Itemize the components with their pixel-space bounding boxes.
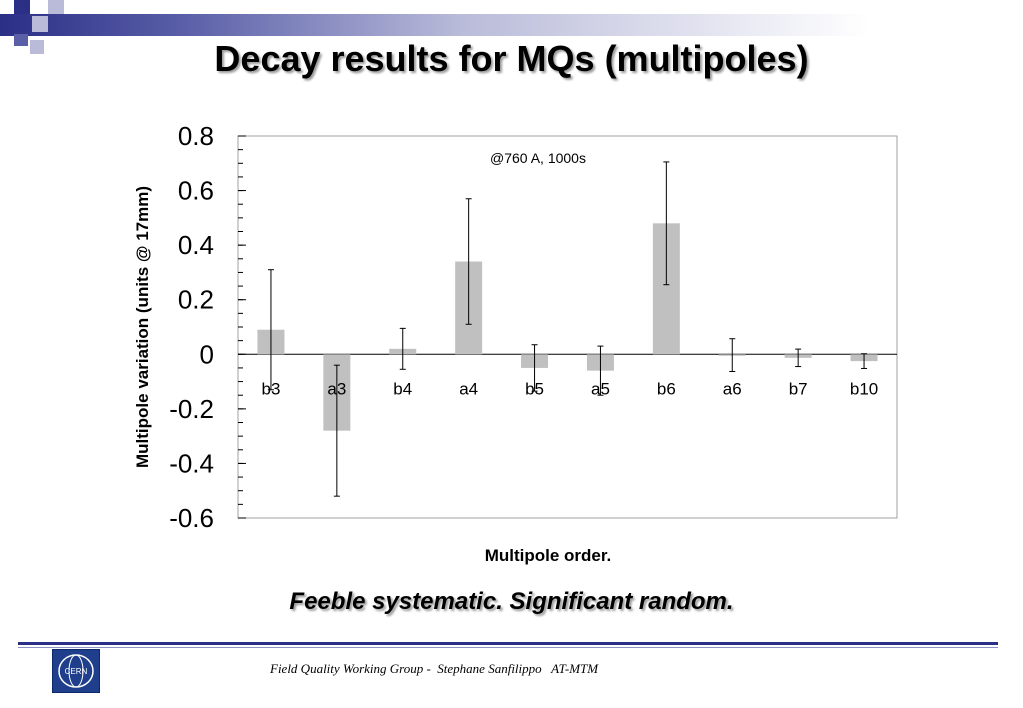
y-axis-label: Multipole variation (units @ 17mm) (133, 186, 152, 468)
logo-square-1 (14, 0, 30, 14)
logo-square-5 (14, 34, 28, 46)
category-label-a3: a3 (327, 379, 346, 398)
y-tick-label: 0.8 (178, 121, 214, 151)
slide-subtitle: Feeble systematic. Significant random. (289, 588, 734, 615)
cern-logo: CERN (52, 649, 100, 693)
y-tick-label: 0.2 (178, 285, 214, 315)
plot-area (237, 135, 898, 519)
x-axis-label: Multipole order. (485, 546, 612, 565)
category-label-a4: a4 (459, 379, 478, 398)
y-tick-label: -0.4 (169, 448, 214, 478)
category-label-b5: b5 (525, 379, 544, 398)
header-gradient-bar (0, 14, 1023, 36)
bar-chart: 0.8 0.6 0.4 0.2 0 -0.2 -0.4 -0.6 b3 a3 b4 a4 b5 a5 b6 a… (133, 121, 898, 565)
footer-divider (18, 642, 998, 645)
footer-divider-thin (18, 647, 998, 648)
category-label-a5: a5 (591, 379, 610, 398)
category-label-a6: a6 (723, 379, 742, 398)
category-label-b6: b6 (657, 379, 676, 398)
category-label-b7: b7 (789, 379, 808, 398)
y-tick-label: -0.2 (169, 394, 214, 424)
logo-square-3 (48, 0, 64, 14)
y-tick-label: 0.6 (178, 176, 214, 206)
chart-annotation: @760 A, 1000s (490, 150, 586, 166)
category-label-b3: b3 (261, 379, 280, 398)
y-tick-label: 0 (200, 339, 214, 369)
category-label-b10: b10 (850, 379, 878, 398)
cern-logo-text: CERN (65, 667, 88, 676)
footer-text: Field Quality Working Group - Stephane S… (270, 661, 599, 676)
logo-square-2 (32, 16, 48, 32)
slide-title: Decay results for MQs (multipoles) (214, 38, 809, 79)
y-tick-label: 0.4 (178, 230, 214, 260)
logo-square-4 (30, 40, 44, 54)
category-label-b4: b4 (393, 379, 412, 398)
y-tick-label: -0.6 (169, 503, 214, 533)
